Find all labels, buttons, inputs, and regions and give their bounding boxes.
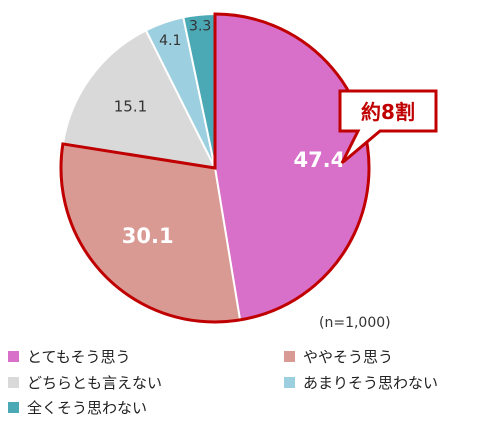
data-label-3: 4.1 — [159, 33, 181, 49]
data-label-1: 30.1 — [122, 224, 174, 248]
highlight-outline — [59, 12, 371, 324]
pie-slice-0 — [214, 12, 370, 322]
callout-bubble — [338, 89, 438, 165]
pie-slice-2 — [61, 29, 217, 170]
callout-text: 約8割 — [361, 100, 415, 124]
data-label-0: 47.4 — [293, 148, 345, 172]
data-label-2: 15.1 — [114, 97, 147, 115]
sample-note: (n=1,000) — [319, 315, 391, 331]
data-label-4: 3.3 — [189, 18, 211, 34]
